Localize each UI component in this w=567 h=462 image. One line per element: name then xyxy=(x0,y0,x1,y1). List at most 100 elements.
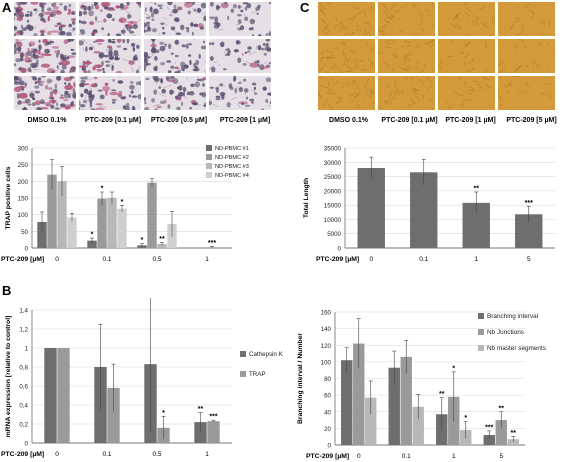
bar xyxy=(388,367,400,445)
legend-swatch xyxy=(478,345,484,351)
x-tick-label: 1 xyxy=(205,451,209,458)
bar xyxy=(57,181,67,248)
tube-image xyxy=(498,39,555,73)
y-tick-label: 300 xyxy=(18,146,29,153)
panel-letter-b: B xyxy=(2,283,12,298)
y-tick-label: 100 xyxy=(321,359,332,366)
x-axis-label: PTC-209 [µM] xyxy=(1,451,44,458)
legend-swatch xyxy=(206,163,212,169)
y-tick-label: 0 xyxy=(338,246,342,253)
significance-marker: ** xyxy=(198,406,204,413)
y-axis-label: Total Length xyxy=(303,178,310,218)
y-tick-label: 0,6 xyxy=(19,384,28,391)
significance-marker: * xyxy=(452,365,455,372)
y-tick-label: 1 xyxy=(25,346,29,353)
legend-entry: ND-PBMC #2 xyxy=(215,155,249,161)
plot-area: 0 50 100 150 200 250 300 TRAP positive cells PTC… xyxy=(1,146,232,263)
bar xyxy=(37,222,47,248)
tube-image xyxy=(498,2,555,36)
y-tick-label: 20000 xyxy=(324,188,342,195)
x-tick-label: 0.1 xyxy=(419,256,428,263)
bar xyxy=(67,217,77,248)
histology-image xyxy=(209,2,271,36)
legend-entry: TRAP xyxy=(249,371,266,378)
y-tick-label: 15000 xyxy=(324,203,342,210)
histology-image xyxy=(14,76,76,110)
significance-marker: * xyxy=(91,232,94,239)
y-axis-label: mRNA expression [relative to control] xyxy=(5,316,12,438)
histology-image xyxy=(79,76,141,110)
y-tick-label: 40 xyxy=(324,409,331,416)
y-tick-label: 60 xyxy=(324,393,331,400)
significance-marker: * xyxy=(464,415,467,422)
y-tick-label: 1,4 xyxy=(19,308,28,315)
y-tick-label: 20 xyxy=(324,426,331,433)
y-tick-label: 0 xyxy=(25,246,29,253)
legend-entry: ND-PBMC #3 xyxy=(215,164,249,170)
histology-image xyxy=(79,2,141,36)
tube-formation-image-grid xyxy=(318,2,560,112)
legend-swatch xyxy=(240,351,246,357)
bar xyxy=(157,244,167,248)
y-tick-label: 0,2 xyxy=(19,422,28,429)
image-caption: PTC-209 [0.5 µM] xyxy=(150,117,208,124)
y-tick-label: 140 xyxy=(321,326,332,333)
plot-area: 0 20 40 60 80 100 120 140 160 Branching interval … xyxy=(297,310,525,460)
significance-marker: ** xyxy=(159,236,165,243)
chart-mrna-expression: 0 0,2 0,4 0,6 0,8 1 1,2 1,4 mRNA expression [rel… xyxy=(1,298,284,458)
tube-image xyxy=(318,39,375,73)
x-axis-label: PTC-209 [µM] xyxy=(316,256,359,263)
x-tick-label: 0 xyxy=(357,453,361,460)
bar xyxy=(87,240,97,248)
legend-entry: Nb master segments xyxy=(487,345,546,352)
x-tick-label: 0 xyxy=(55,451,59,458)
x-tick-label: 5 xyxy=(499,453,503,460)
legend-swatch xyxy=(478,329,484,335)
bar xyxy=(147,182,157,248)
histology-image xyxy=(14,39,76,73)
bar xyxy=(400,356,412,445)
y-tick-label: 80 xyxy=(324,376,331,383)
legend-entry: Nb Junctions xyxy=(487,329,524,336)
x-tick-label: 0 xyxy=(55,256,59,263)
tube-image xyxy=(438,76,495,110)
legend-entry: ND-PBMC #1 xyxy=(215,146,249,152)
y-tick-label: 200 xyxy=(18,179,29,186)
y-tick-label: 250 xyxy=(18,162,29,169)
significance-marker: * xyxy=(121,199,124,206)
bar xyxy=(44,348,57,443)
histology-image xyxy=(209,39,271,73)
y-tick-label: 160 xyxy=(321,310,332,317)
histology-image xyxy=(209,76,271,110)
y-tick-label: 0,4 xyxy=(19,403,28,410)
histology-image xyxy=(144,2,206,36)
y-tick-label: 1,2 xyxy=(19,327,28,334)
bar xyxy=(117,208,127,248)
bar xyxy=(107,387,120,443)
bar xyxy=(353,343,365,445)
bar xyxy=(507,439,519,445)
bar xyxy=(412,406,424,445)
chart-trap-positive-cells: 0 50 100 150 200 250 300 TRAP positive cells PTC… xyxy=(1,145,249,263)
histology-image xyxy=(14,2,76,36)
bar xyxy=(97,198,107,248)
significance-marker: ** xyxy=(499,405,505,412)
x-tick-label: 5 xyxy=(527,256,531,263)
x-tick-label: 1 xyxy=(474,256,478,263)
legend-entry: Cathepsin K xyxy=(249,351,284,358)
tube-image xyxy=(378,76,435,110)
legend-swatch xyxy=(240,371,246,377)
histology-image xyxy=(144,76,206,110)
x-axis-label: PTC-209 [µM] xyxy=(1,256,44,263)
legend-entry: Branching interval xyxy=(487,313,538,320)
x-tick-label: 0.1 xyxy=(402,453,411,460)
y-tick-label: 25000 xyxy=(324,174,342,181)
y-tick-label: 0 xyxy=(25,441,29,448)
legend-swatch xyxy=(478,313,484,319)
y-tick-label: 30000 xyxy=(324,160,342,167)
significance-marker: *** xyxy=(525,200,533,207)
histology-image-grid xyxy=(14,2,276,112)
image-caption: PTC-209 [0.1 µM] xyxy=(381,117,438,124)
x-tick-label: 0.5 xyxy=(152,451,161,458)
bar xyxy=(194,422,207,443)
